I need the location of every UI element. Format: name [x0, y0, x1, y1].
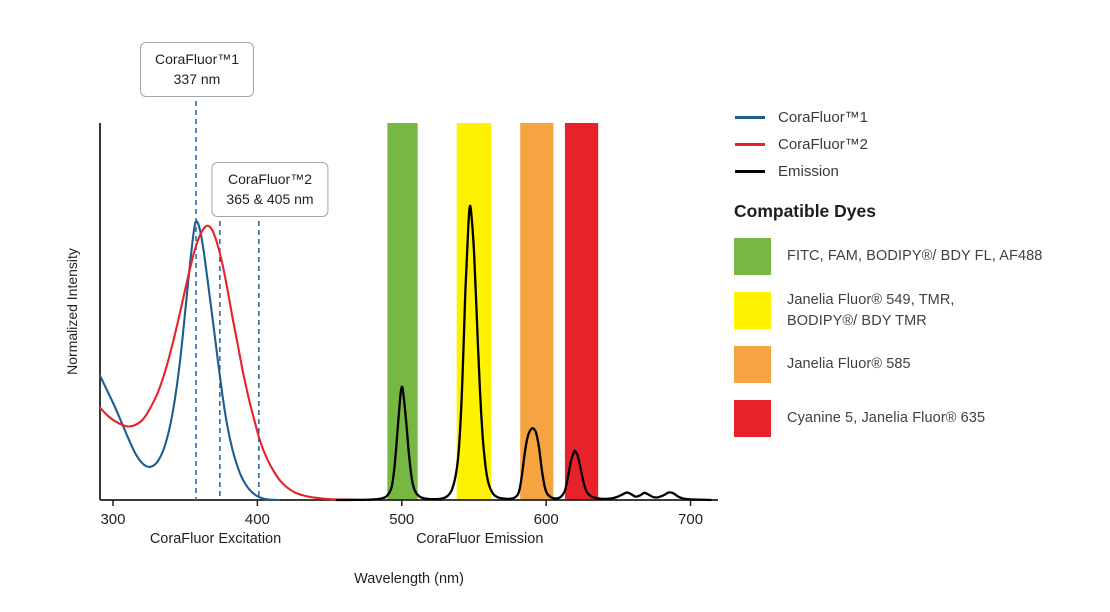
x-tick-label: 300	[100, 511, 125, 528]
dye-item-yellow: Janelia Fluor® 549, TMR, BODIPY®/ BDY TM…	[734, 292, 1106, 329]
yellow-swatch-icon	[734, 292, 771, 329]
dye-label: Cyanine 5, Janelia Fluor® 635	[787, 410, 986, 427]
x-tick-label: 600	[534, 511, 559, 528]
dye-label: Janelia Fluor® 549, TMR, BODIPY®/ BDY TM…	[787, 292, 955, 329]
dye-item-green: FITC, FAM, BODIPY®/ BDY FL, AF488	[734, 238, 1106, 275]
dye-band-yellow	[456, 123, 492, 500]
series-curve-3	[335, 204, 712, 502]
legend-line-emission-icon	[735, 170, 765, 173]
legend-line-corafluor1-icon	[735, 116, 765, 119]
legend-item-emission: Emission	[735, 158, 868, 185]
annotation-title: CoraFluor™1	[154, 51, 240, 67]
x-tick-label: 400	[245, 511, 270, 528]
red-swatch-icon	[734, 400, 771, 437]
legend-label: Emission	[778, 163, 839, 180]
orange-swatch-icon	[734, 346, 771, 383]
dye-band-red	[564, 123, 599, 500]
x-section-label: CoraFluor Excitation	[150, 531, 281, 547]
spectrum-chart: 300 400 500 600 700 CoraFluor Excitation CoraF…	[64, 83, 718, 587]
x-axis-title: Wavelength (nm)	[354, 571, 464, 587]
annotation-corafluor2: CoraFluor™2 365 & 405 nm	[211, 162, 329, 217]
annotation-value: 337 nm	[173, 71, 221, 88]
compatible-dyes-list: FITC, FAM, BODIPY®/ BDY FL, AF488 Janeli…	[734, 238, 1106, 454]
y-axis-title: Normalized Intensity	[64, 248, 80, 375]
legend-line-corafluor2-icon	[735, 143, 765, 146]
dye-item-red: Cyanine 5, Janelia Fluor® 635	[734, 400, 1106, 437]
series-curve-2	[98, 224, 363, 502]
dye-item-orange: Janelia Fluor® 585	[734, 346, 1106, 383]
dye-band-green	[387, 123, 418, 500]
green-swatch-icon	[734, 238, 771, 275]
dye-label: FITC, FAM, BODIPY®/ BDY FL, AF488	[787, 248, 1043, 265]
annotation-value: 365 & 405 nm	[226, 191, 314, 208]
series-curve-1	[98, 220, 281, 502]
dye-label: Janelia Fluor® 585	[787, 356, 911, 373]
x-tick-label: 500	[389, 511, 414, 528]
legend-label: CoraFluor™2	[778, 136, 869, 153]
x-tick-label: 700	[678, 511, 703, 528]
legend-label: CoraFluor™1	[778, 109, 869, 126]
annotation-corafluor1: CoraFluor™1 337 nm	[139, 42, 255, 97]
legend-item-corafluor2: CoraFluor™2	[735, 131, 868, 158]
x-section-label: CoraFluor Emission	[416, 531, 543, 547]
compatible-dyes-heading: Compatible Dyes	[734, 201, 876, 221]
series-legend: CoraFluor™1 CoraFluor™2 Emission	[735, 104, 868, 185]
annotation-title: CoraFluor™2	[227, 171, 313, 187]
legend-item-corafluor1: CoraFluor™1	[735, 104, 868, 131]
